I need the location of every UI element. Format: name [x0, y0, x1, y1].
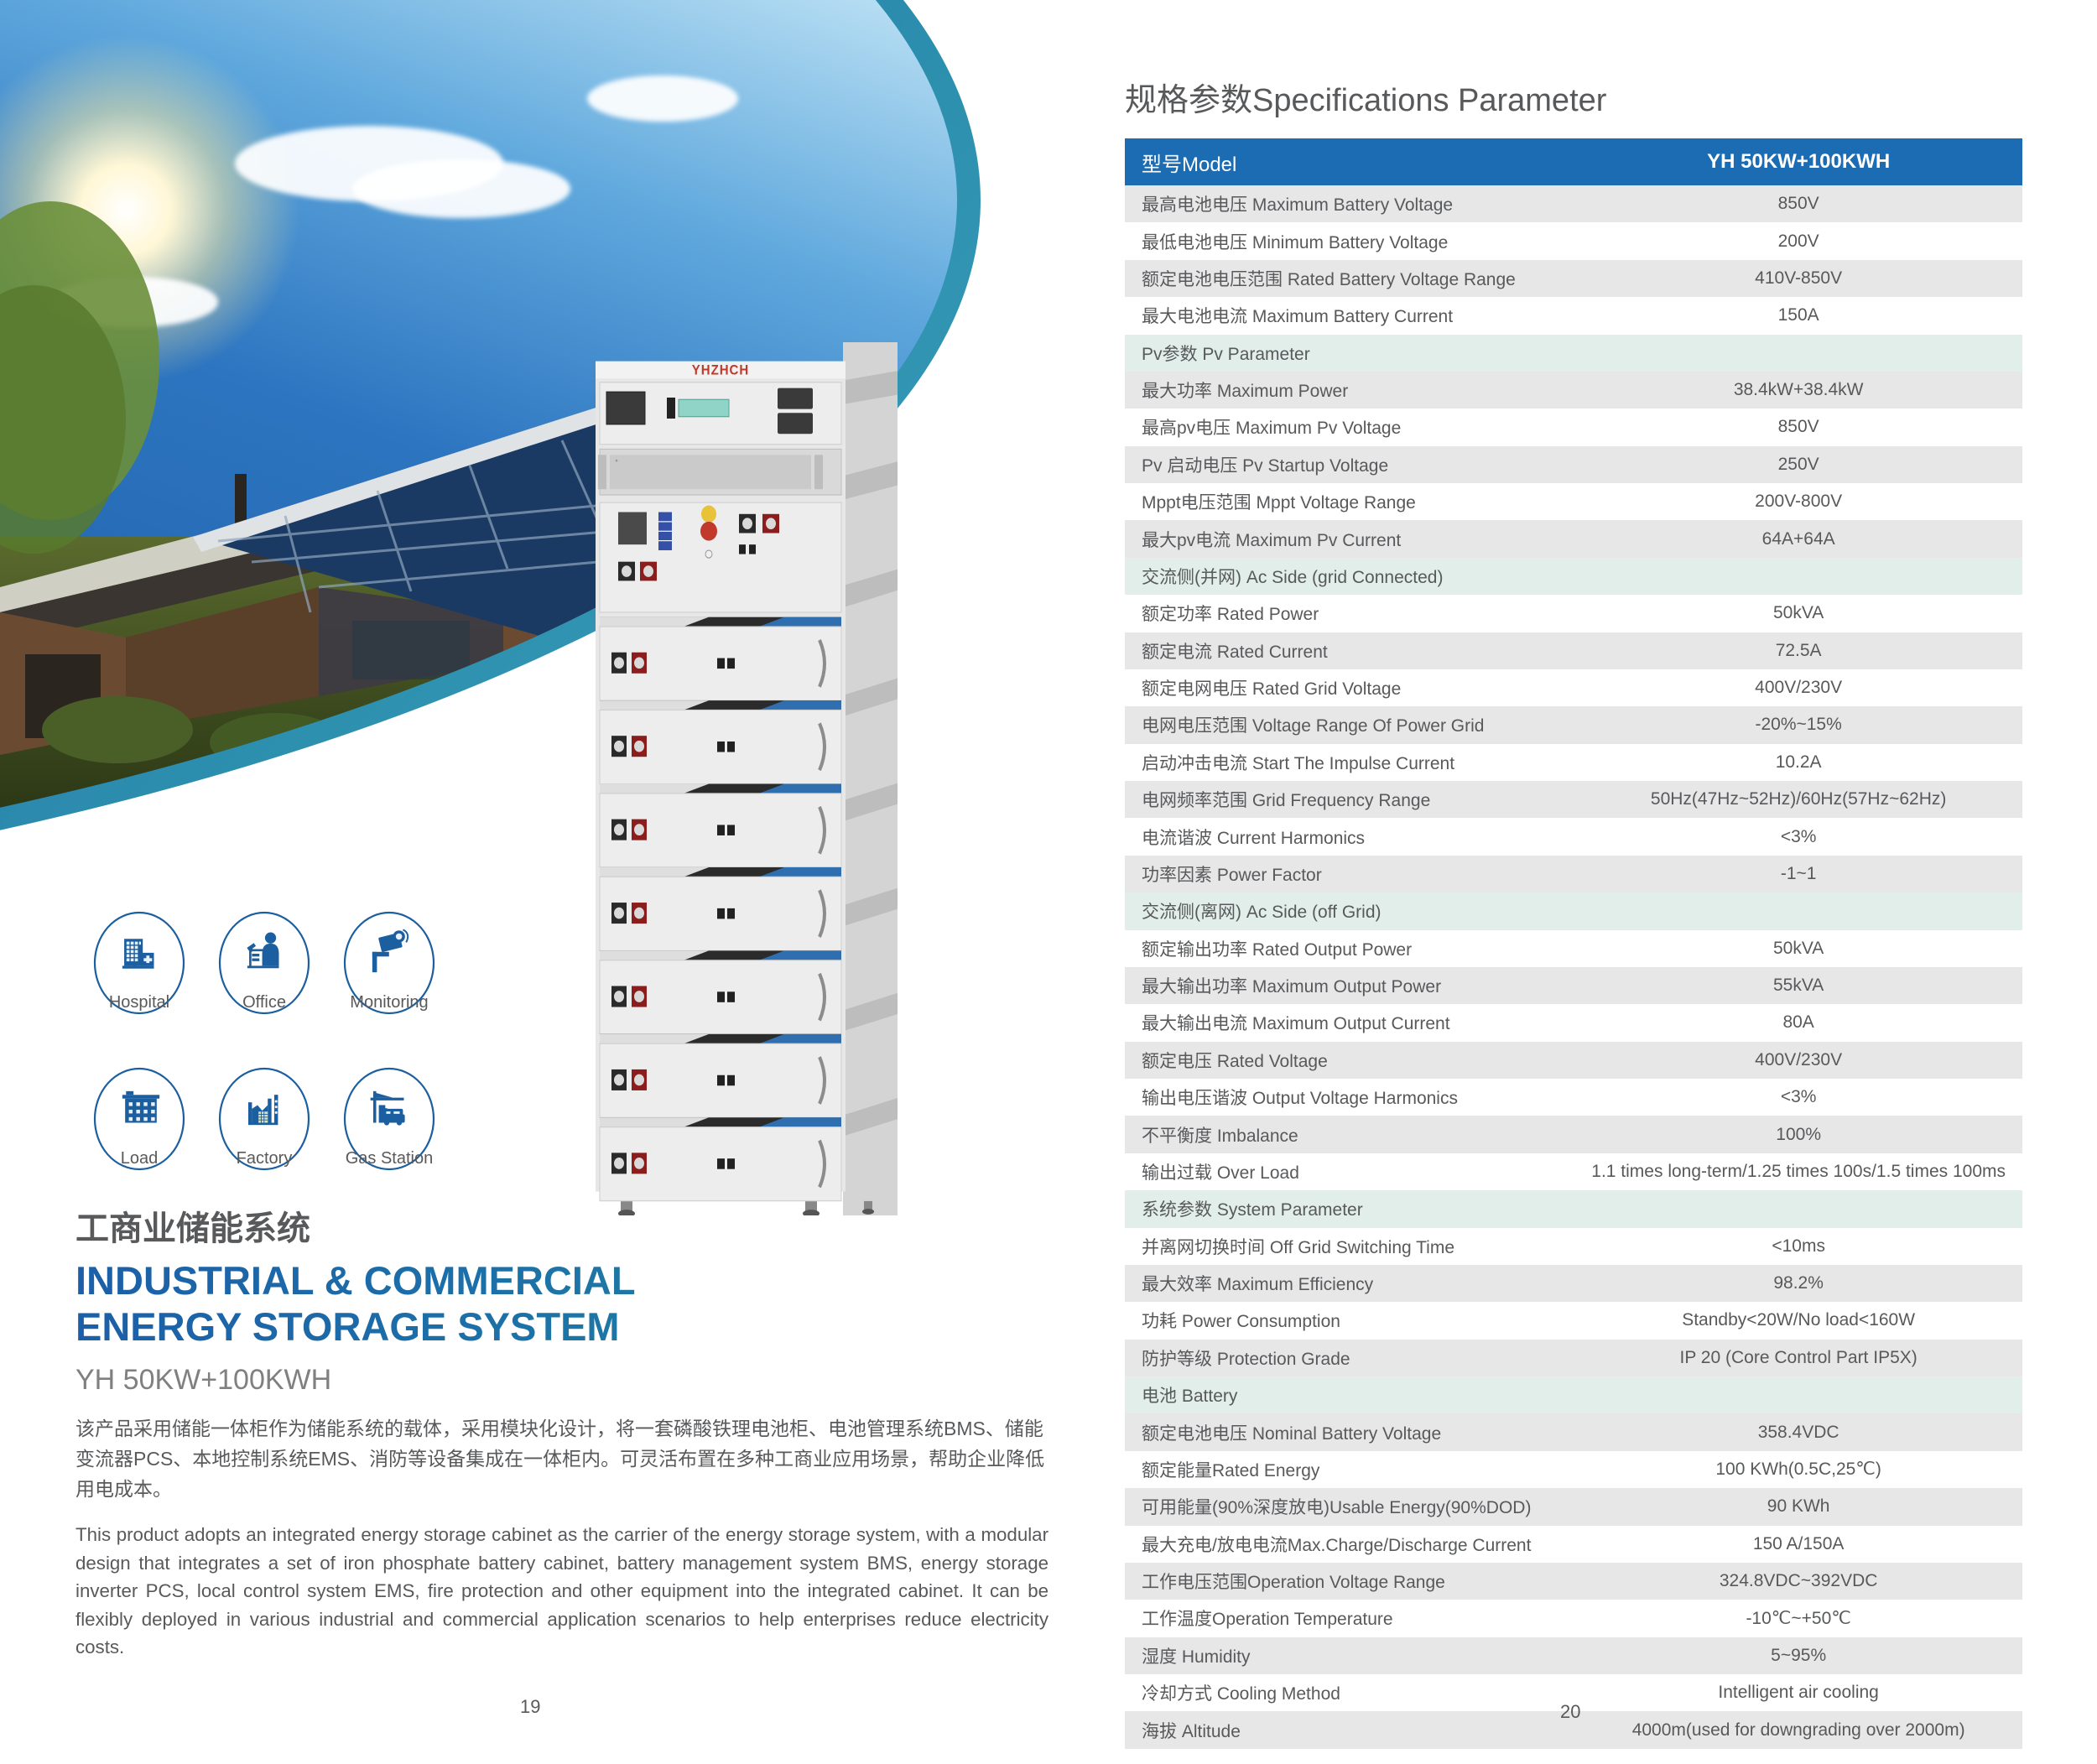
svg-text:YHZHCH: YHZHCH	[692, 362, 749, 378]
